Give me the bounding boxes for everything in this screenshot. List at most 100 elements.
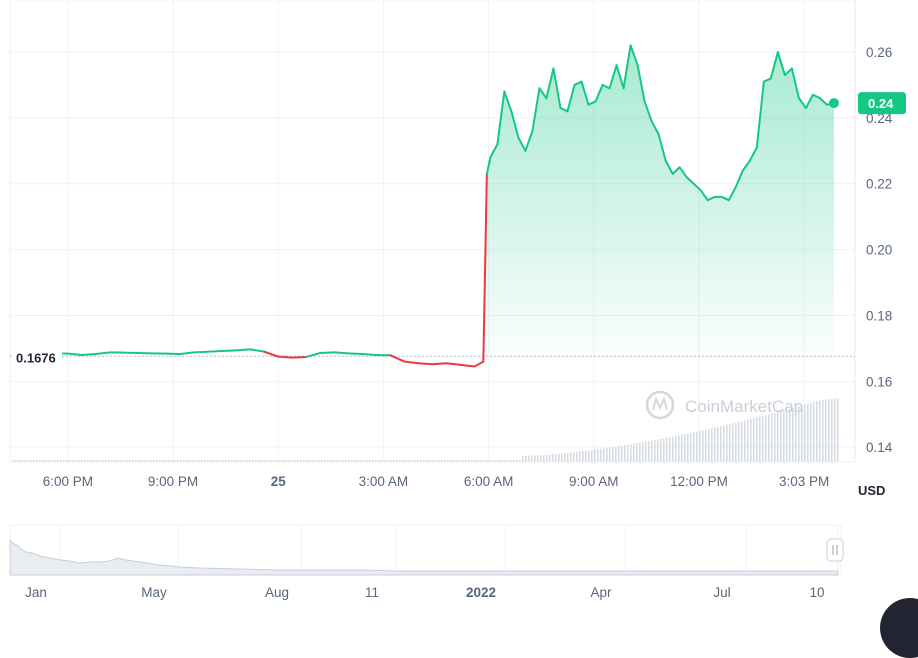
volume-bar — [96, 460, 98, 462]
volume-bar — [375, 460, 377, 462]
price-line-segment — [82, 354, 96, 355]
volume-bar — [774, 413, 776, 462]
volume-bar — [351, 460, 353, 462]
volume-bar — [681, 435, 683, 462]
volume-bar — [39, 460, 41, 462]
volume-bar — [459, 460, 461, 462]
volume-bar — [84, 460, 86, 462]
volume-bar — [492, 460, 494, 462]
volume-bar — [294, 460, 296, 462]
volume-bar — [438, 460, 440, 462]
volume-bar — [309, 460, 311, 462]
volume-bar — [291, 460, 293, 462]
currency-unit-label: USD — [858, 483, 885, 498]
x-tick-label: 9:00 AM — [569, 474, 619, 489]
navigator-tick-label: May — [141, 585, 167, 600]
volume-bar — [555, 454, 557, 462]
volume-bar — [819, 400, 821, 462]
x-tick-label: 12:00 PM — [670, 474, 728, 489]
y-tick-label: 0.22 — [866, 177, 892, 192]
volume-bar — [612, 447, 614, 462]
volume-bar — [372, 460, 374, 462]
price-line-segment — [222, 350, 236, 351]
volume-bar — [600, 449, 602, 462]
volume-bar — [768, 414, 770, 462]
volume-bar — [423, 460, 425, 462]
volume-bar — [828, 399, 830, 462]
volume-bar — [252, 460, 254, 462]
volume-bar — [444, 460, 446, 462]
price-line-segment — [292, 357, 306, 358]
volume-bar — [231, 460, 233, 462]
volume-bar — [789, 409, 791, 462]
price-line-segment — [236, 349, 250, 350]
volume-bar — [360, 460, 362, 462]
volume-bar — [777, 412, 779, 462]
volume-bar — [318, 460, 320, 462]
volume-bar — [237, 460, 239, 462]
volume-bar — [336, 460, 338, 462]
volume-bar — [99, 460, 101, 462]
volume-bar — [753, 418, 755, 462]
volume-bar — [456, 460, 458, 462]
volume-bar — [15, 460, 17, 462]
navigator-selection-handle[interactable] — [827, 539, 843, 561]
volume-bar — [288, 460, 290, 462]
volume-bar — [609, 447, 611, 462]
volume-bar — [564, 453, 566, 462]
volume-bar — [393, 460, 395, 462]
volume-bar — [129, 460, 131, 462]
volume-bar — [366, 460, 368, 462]
volume-bar — [792, 408, 794, 462]
volume-bar — [543, 455, 545, 462]
y-tick-label: 0.14 — [866, 440, 893, 455]
volume-bar — [783, 410, 785, 462]
current-price-value: 0.24 — [868, 96, 894, 111]
volume-bar — [60, 460, 62, 462]
volume-bar — [153, 460, 155, 462]
volume-bar — [174, 460, 176, 462]
volume-bar — [480, 460, 482, 462]
volume-bar — [399, 460, 401, 462]
range-navigator[interactable] — [10, 525, 843, 575]
volume-bar — [165, 460, 167, 462]
volume-bar — [762, 416, 764, 462]
y-tick-label: 0.16 — [866, 374, 892, 389]
volume-bar — [30, 460, 32, 462]
volume-bar — [180, 460, 182, 462]
volume-bar — [546, 455, 548, 462]
volume-bar — [249, 460, 251, 462]
volume-bar — [417, 460, 419, 462]
volume-bar — [654, 440, 656, 462]
x-tick-label: 6:00 AM — [464, 474, 514, 489]
volume-bar — [453, 460, 455, 462]
volume-bar — [117, 460, 119, 462]
navigator-tick-label: Aug — [265, 585, 289, 600]
volume-bar — [468, 460, 470, 462]
volume-bar — [168, 460, 170, 462]
volume-bar — [450, 460, 452, 462]
volume-bar — [675, 436, 677, 462]
price-line-segment — [278, 357, 292, 358]
volume-bar — [369, 460, 371, 462]
volume-bar — [621, 446, 623, 462]
price-chart: CoinMarketCap 0.260.240.220.200.180.160.… — [0, 0, 918, 623]
volume-bar — [345, 460, 347, 462]
price-line-segment — [68, 354, 82, 355]
volume-bar — [114, 460, 116, 462]
volume-bar — [267, 460, 269, 462]
volume-bar — [558, 454, 560, 462]
volume-bar — [279, 460, 281, 462]
volume-bar — [261, 460, 263, 462]
volume-bar — [660, 439, 662, 462]
volume-bar — [207, 460, 209, 462]
navigator-tick-label: 2022 — [466, 585, 496, 600]
volume-bar — [741, 421, 743, 462]
volume-bar — [387, 460, 389, 462]
volume-bar — [756, 417, 758, 462]
volume-bar — [531, 456, 533, 462]
volume-bar — [66, 460, 68, 462]
volume-bar — [699, 431, 701, 462]
volume-bar — [120, 460, 122, 462]
volume-bar — [696, 432, 698, 462]
